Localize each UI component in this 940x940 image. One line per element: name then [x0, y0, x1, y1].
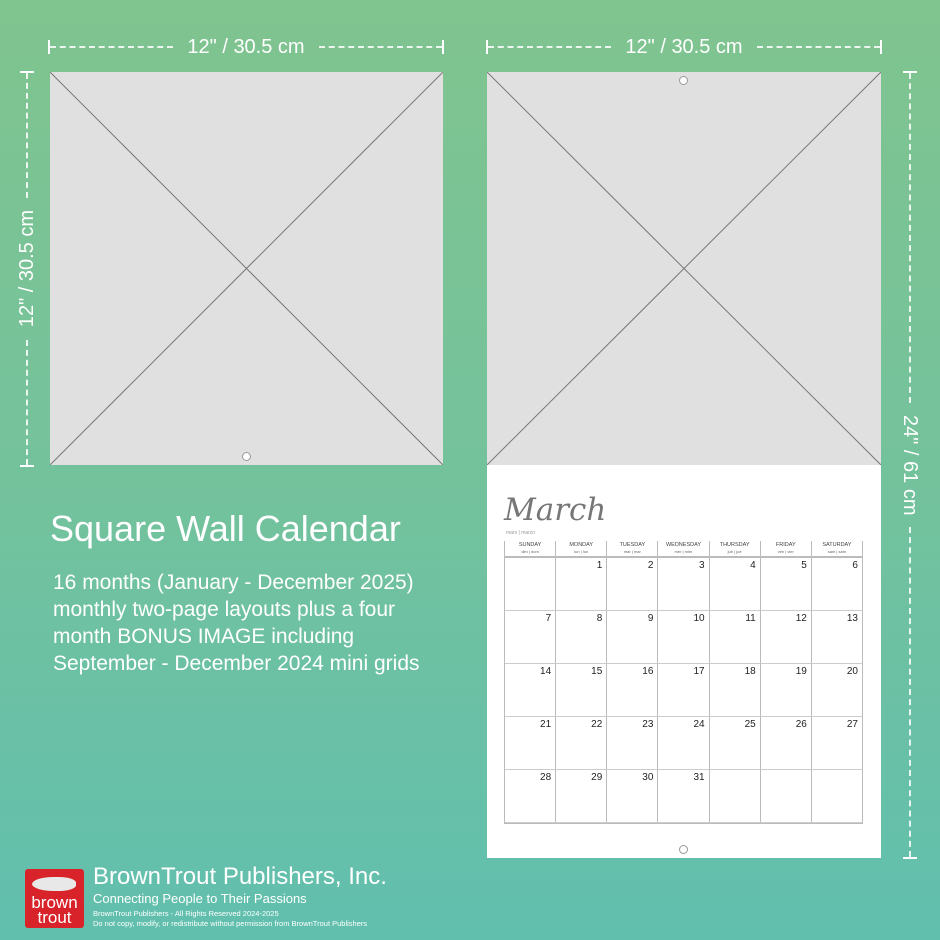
- date-cell: 31: [658, 770, 710, 823]
- day-name: THURSDAY: [719, 542, 750, 548]
- date-cell: [760, 770, 812, 823]
- description-line: 16 months (January - December 2025): [53, 571, 414, 594]
- day-translation: mar | mar: [623, 549, 641, 554]
- day-name: MONDAY: [569, 542, 594, 548]
- day-header: TUESDAY mar | mar: [607, 541, 659, 558]
- date-cell: 17: [658, 664, 710, 717]
- day-header: SUNDAY dim | dom: [505, 541, 557, 558]
- month-subtitle: mars | marzo: [506, 530, 536, 536]
- height-label: 24" / 61 cm: [899, 414, 921, 516]
- hanging-hole: [679, 76, 688, 85]
- day-header: WEDNESDAY mer | mier: [658, 541, 710, 558]
- date-cell: 12: [760, 611, 812, 664]
- date-cell: 25: [709, 717, 761, 770]
- day-name: WEDNESDAY: [665, 542, 702, 548]
- product-title: Square Wall Calendar: [50, 508, 401, 549]
- width-dimension-left: 12" / 30.5 cm: [48, 36, 445, 58]
- day-translation: dim | dom: [521, 549, 539, 554]
- date-cell: 26: [760, 717, 812, 770]
- hanging-hole: [242, 452, 251, 461]
- date-cell: 9: [607, 611, 659, 664]
- width-label: 12" / 30.5 cm: [625, 36, 743, 58]
- date-cell: 24: [658, 717, 710, 770]
- hanging-hole: [679, 845, 688, 854]
- date-cell: 21: [505, 717, 557, 770]
- description-line: month BONUS IMAGE including: [53, 625, 355, 648]
- height-dimension-right: 24" / 61 cm: [899, 71, 921, 860]
- month-title: March: [504, 492, 607, 528]
- height-dimension-left: 12" / 30.5 cm: [16, 71, 38, 468]
- date-cell: 19: [760, 664, 812, 717]
- date-cell: 13: [811, 611, 863, 664]
- product-description: 16 months (January - December 2025) mont…: [53, 569, 420, 677]
- cover-image-placeholder: [50, 72, 443, 465]
- width-label: 12" / 30.5 cm: [187, 36, 305, 58]
- height-label: 12" / 30.5 cm: [16, 210, 38, 328]
- date-cell: 28: [505, 770, 557, 823]
- day-header: MONDAY lun | lun: [556, 541, 608, 558]
- calendar-grid-page: March mars | marzo SUNDAY dim | dom MONDAY…: [487, 465, 881, 858]
- date-cell: 16: [607, 664, 659, 717]
- date-cell: 5: [760, 558, 812, 611]
- date-cell: 30: [607, 770, 659, 823]
- date-cell: 29: [556, 770, 608, 823]
- date-cell: 18: [709, 664, 761, 717]
- description-line: monthly two-page layouts plus a four: [53, 598, 396, 621]
- publisher-tagline: Connecting People to Their Passions: [93, 891, 307, 906]
- date-cell: 4: [709, 558, 761, 611]
- day-translation: lun | lun: [574, 549, 589, 554]
- calendar-grid: SUNDAY dim | dom MONDAY lun | lun TUESDAY mar…: [504, 541, 863, 824]
- date-cell: [709, 770, 761, 823]
- date-cell: 15: [556, 664, 608, 717]
- width-dimension-right: 12" / 30.5 cm: [486, 36, 883, 58]
- day-header: SATURDAY sam | sám: [811, 541, 863, 558]
- notice-text: Do not copy, modify, or redistribute wit…: [93, 919, 368, 928]
- date-cell: 20: [811, 664, 863, 717]
- date-cell: 10: [658, 611, 710, 664]
- browntrout-logo: brown trout: [25, 869, 84, 928]
- day-translation: jue | jue: [727, 549, 742, 554]
- date-cell: 3: [658, 558, 710, 611]
- date-cell: 27: [811, 717, 863, 770]
- date-cell: 14: [505, 664, 557, 717]
- day-name: SATURDAY: [822, 542, 852, 548]
- day-name: FRIDAY: [775, 542, 796, 548]
- date-cell: 23: [607, 717, 659, 770]
- month-image-placeholder: [487, 72, 881, 465]
- day-translation: sam | sám: [827, 549, 847, 554]
- rights-text: BrownTrout Publishers - All Rights Reser…: [93, 909, 279, 918]
- day-name: SUNDAY: [518, 542, 542, 548]
- day-name: TUESDAY: [619, 542, 646, 548]
- day-translation: mer | mier: [674, 549, 693, 554]
- copyright-notice: BrownTrout Publishers - All Rights Reser…: [93, 909, 367, 929]
- date-cell: [505, 558, 557, 611]
- date-cell: 11: [709, 611, 761, 664]
- date-cell: 2: [607, 558, 659, 611]
- date-cell: 1: [556, 558, 608, 611]
- description-line: September - December 2024 mini grids: [53, 652, 420, 675]
- date-cell: 8: [556, 611, 608, 664]
- day-header: FRIDAY ven | vier: [760, 541, 812, 558]
- day-translation: ven | vier: [777, 549, 794, 554]
- date-cell: 22: [556, 717, 608, 770]
- day-header: THURSDAY jue | jue: [709, 541, 761, 558]
- date-cell: 6: [811, 558, 863, 611]
- trout-icon: [32, 877, 76, 891]
- date-cell: [811, 770, 863, 823]
- date-cell: 7: [505, 611, 557, 664]
- publisher-name: BrownTrout Publishers, Inc.: [93, 863, 387, 890]
